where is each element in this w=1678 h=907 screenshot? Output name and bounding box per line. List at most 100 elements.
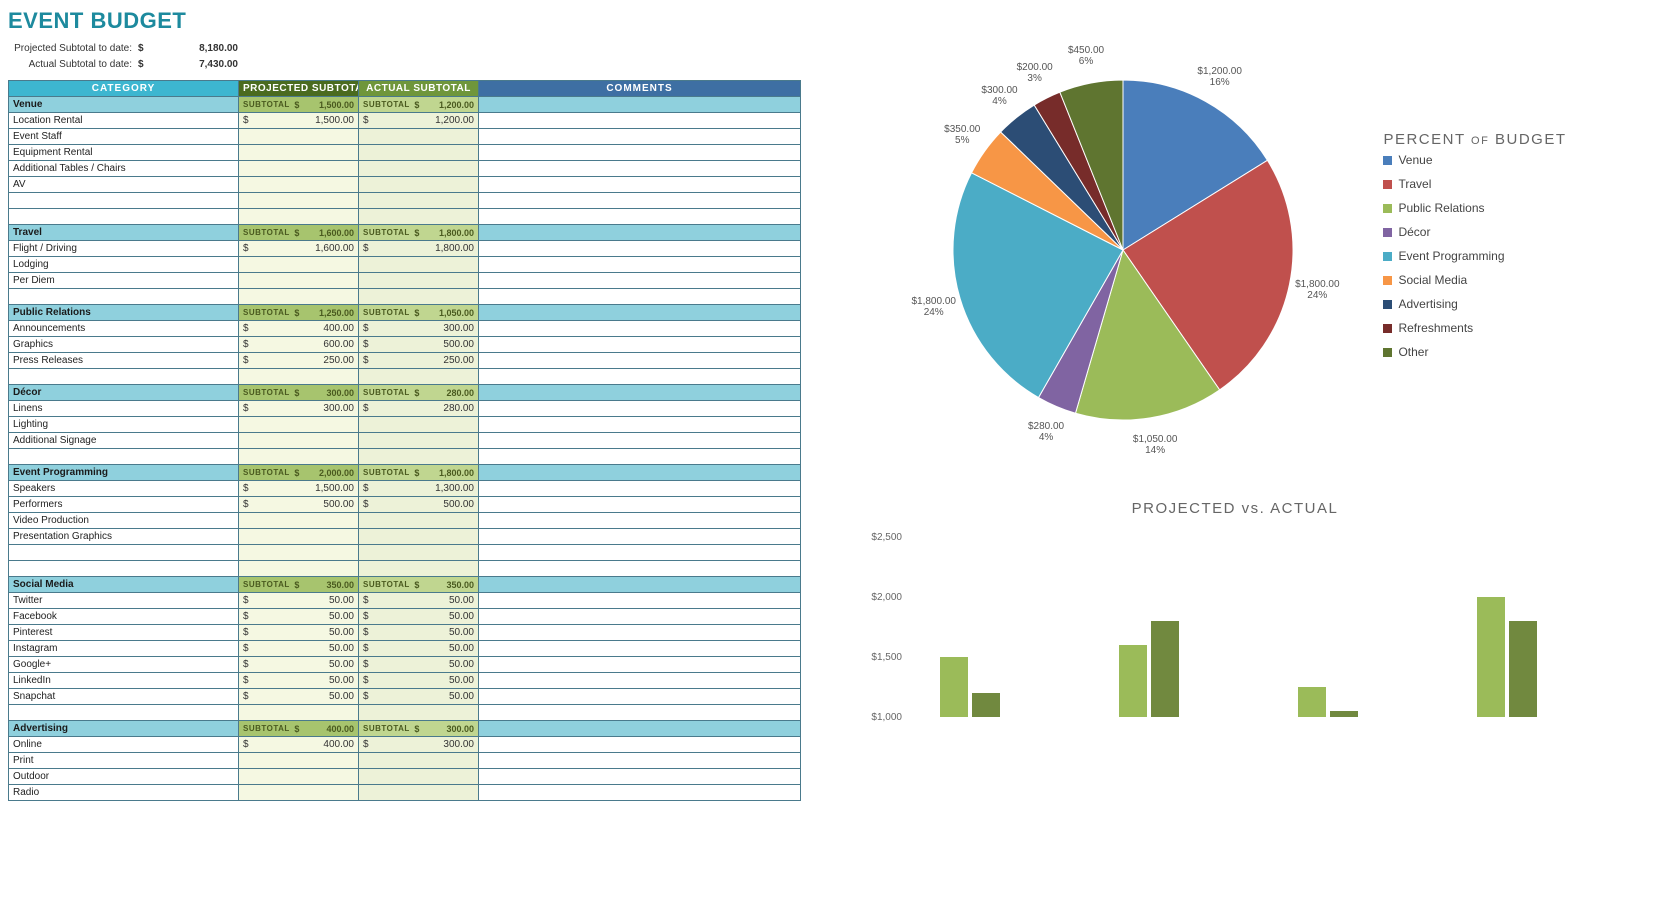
row-comment[interactable] <box>479 257 801 273</box>
row-comment[interactable] <box>479 625 801 641</box>
row-comment[interactable] <box>479 689 801 705</box>
row-label[interactable]: Radio <box>9 785 239 801</box>
row-actual[interactable] <box>359 369 479 385</box>
row-actual[interactable]: $50.00 <box>359 673 479 689</box>
row-comment[interactable] <box>479 737 801 753</box>
table-row[interactable]: Facebook$50.00$50.00 <box>9 609 801 625</box>
row-actual[interactable]: $50.00 <box>359 641 479 657</box>
section-proj-subtotal[interactable]: SUBTOTAL$300.00 <box>239 385 359 401</box>
table-row[interactable]: Flight / Driving$1,600.00$1,800.00 <box>9 241 801 257</box>
row-projected[interactable] <box>239 417 359 433</box>
row-actual[interactable] <box>359 145 479 161</box>
section-name[interactable]: Advertising <box>9 721 239 737</box>
row-actual[interactable]: $250.00 <box>359 353 479 369</box>
row-label[interactable] <box>9 545 239 561</box>
section-proj-subtotal[interactable]: SUBTOTAL$2,000.00 <box>239 465 359 481</box>
row-comment[interactable] <box>479 497 801 513</box>
row-comment[interactable] <box>479 769 801 785</box>
row-comment[interactable] <box>479 417 801 433</box>
row-actual[interactable]: $280.00 <box>359 401 479 417</box>
table-row[interactable]: Additional Signage <box>9 433 801 449</box>
row-comment[interactable] <box>479 529 801 545</box>
row-projected[interactable]: $300.00 <box>239 401 359 417</box>
row-projected[interactable] <box>239 769 359 785</box>
row-projected[interactable]: $50.00 <box>239 689 359 705</box>
row-label[interactable]: LinkedIn <box>9 673 239 689</box>
row-comment[interactable] <box>479 145 801 161</box>
row-label[interactable]: Performers <box>9 497 239 513</box>
row-label[interactable]: Google+ <box>9 657 239 673</box>
section-header-row[interactable]: TravelSUBTOTAL$1,600.00SUBTOTAL$1,800.00 <box>9 225 801 241</box>
table-row[interactable]: Location Rental$1,500.00$1,200.00 <box>9 113 801 129</box>
table-row[interactable]: Online$400.00$300.00 <box>9 737 801 753</box>
row-actual[interactable]: $1,800.00 <box>359 241 479 257</box>
table-row[interactable]: Instagram$50.00$50.00 <box>9 641 801 657</box>
row-actual[interactable] <box>359 769 479 785</box>
row-label[interactable]: AV <box>9 177 239 193</box>
row-actual[interactable] <box>359 433 479 449</box>
row-label[interactable] <box>9 369 239 385</box>
table-row[interactable] <box>9 289 801 305</box>
table-row[interactable]: Video Production <box>9 513 801 529</box>
table-row[interactable]: AV <box>9 177 801 193</box>
row-actual[interactable]: $500.00 <box>359 497 479 513</box>
row-actual[interactable] <box>359 129 479 145</box>
row-comment[interactable] <box>479 657 801 673</box>
row-comment[interactable] <box>479 481 801 497</box>
row-comment[interactable] <box>479 161 801 177</box>
row-label[interactable] <box>9 705 239 721</box>
row-comment[interactable] <box>479 129 801 145</box>
table-row[interactable] <box>9 209 801 225</box>
section-header-row[interactable]: AdvertisingSUBTOTAL$400.00SUBTOTAL$300.0… <box>9 721 801 737</box>
row-projected[interactable] <box>239 257 359 273</box>
row-actual[interactable]: $1,200.00 <box>359 113 479 129</box>
row-comment[interactable] <box>479 753 801 769</box>
row-projected[interactable] <box>239 753 359 769</box>
row-projected[interactable] <box>239 369 359 385</box>
table-row[interactable]: Additional Tables / Chairs <box>9 161 801 177</box>
table-row[interactable]: Equipment Rental <box>9 145 801 161</box>
section-act-subtotal[interactable]: SUBTOTAL$1,200.00 <box>359 97 479 113</box>
row-comment[interactable] <box>479 113 801 129</box>
row-label[interactable]: Graphics <box>9 337 239 353</box>
section-proj-subtotal[interactable]: SUBTOTAL$1,500.00 <box>239 97 359 113</box>
section-name[interactable]: Public Relations <box>9 305 239 321</box>
row-projected[interactable]: $1,600.00 <box>239 241 359 257</box>
row-actual[interactable] <box>359 513 479 529</box>
row-comment[interactable] <box>479 177 801 193</box>
row-actual[interactable] <box>359 449 479 465</box>
row-comment[interactable] <box>479 241 801 257</box>
section-proj-subtotal[interactable]: SUBTOTAL$1,600.00 <box>239 225 359 241</box>
table-row[interactable]: Google+$50.00$50.00 <box>9 657 801 673</box>
section-comment[interactable] <box>479 577 801 593</box>
row-projected[interactable] <box>239 145 359 161</box>
row-comment[interactable] <box>479 353 801 369</box>
row-actual[interactable]: $300.00 <box>359 321 479 337</box>
table-row[interactable]: Lighting <box>9 417 801 433</box>
row-actual[interactable]: $500.00 <box>359 337 479 353</box>
row-projected[interactable]: $50.00 <box>239 625 359 641</box>
table-row[interactable]: Graphics$600.00$500.00 <box>9 337 801 353</box>
section-header-row[interactable]: VenueSUBTOTAL$1,500.00SUBTOTAL$1,200.00 <box>9 97 801 113</box>
row-label[interactable]: Event Staff <box>9 129 239 145</box>
row-actual[interactable] <box>359 161 479 177</box>
table-row[interactable]: Announcements$400.00$300.00 <box>9 321 801 337</box>
row-label[interactable] <box>9 209 239 225</box>
row-projected[interactable] <box>239 513 359 529</box>
section-name[interactable]: Social Media <box>9 577 239 593</box>
row-label[interactable]: Lodging <box>9 257 239 273</box>
row-comment[interactable] <box>479 209 801 225</box>
row-label[interactable] <box>9 449 239 465</box>
section-header-row[interactable]: Public RelationsSUBTOTAL$1,250.00SUBTOTA… <box>9 305 801 321</box>
row-comment[interactable] <box>479 641 801 657</box>
row-actual[interactable] <box>359 785 479 801</box>
section-proj-subtotal[interactable]: SUBTOTAL$1,250.00 <box>239 305 359 321</box>
row-label[interactable]: Instagram <box>9 641 239 657</box>
table-row[interactable]: Per Diem <box>9 273 801 289</box>
section-header-row[interactable]: Social MediaSUBTOTAL$350.00SUBTOTAL$350.… <box>9 577 801 593</box>
row-projected[interactable]: $400.00 <box>239 321 359 337</box>
row-comment[interactable] <box>479 705 801 721</box>
row-label[interactable]: Announcements <box>9 321 239 337</box>
row-projected[interactable] <box>239 161 359 177</box>
row-projected[interactable] <box>239 193 359 209</box>
